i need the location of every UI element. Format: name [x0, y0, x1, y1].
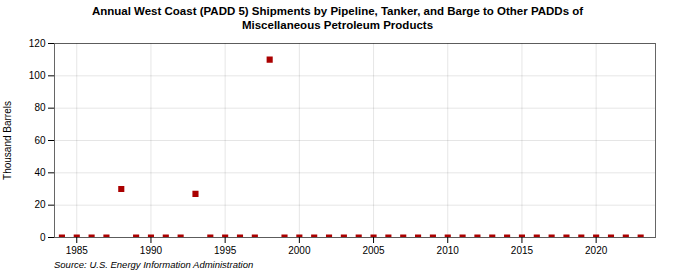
- svg-text:2015: 2015: [511, 244, 534, 255]
- html-text:Annual West Coast (PADD 5) Shi: Annual West Coast (PADD 5) Shipments by …: [91, 5, 584, 32]
- svg-text:2005: 2005: [362, 244, 385, 255]
- svg-text:60: 60: [34, 134, 46, 145]
- svg-text:40: 40: [34, 167, 46, 178]
- svg-text:0: 0: [40, 231, 46, 242]
- html-text:Source: U.S. Energy Informatio: Source: U.S. Energy Information Administ…: [54, 258, 254, 270]
- svg-text:2020: 2020: [585, 244, 608, 255]
- svg-text:2000: 2000: [288, 244, 311, 255]
- svg-text:1995: 1995: [214, 244, 237, 255]
- svg-text:2010: 2010: [437, 244, 460, 255]
- svg-text:1990: 1990: [140, 244, 163, 255]
- svg-text:20: 20: [34, 199, 46, 210]
- svg-text:120: 120: [29, 37, 46, 48]
- svg-text:100: 100: [29, 70, 46, 81]
- svg-text:Thousand Barrels: Thousand Barrels: [2, 101, 13, 180]
- svg-text:80: 80: [34, 102, 46, 113]
- svg-text:1985: 1985: [66, 244, 89, 255]
